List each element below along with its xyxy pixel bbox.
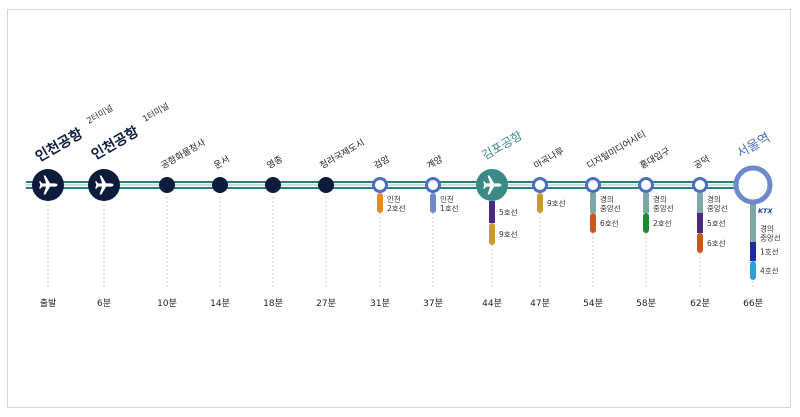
station-name: 홍대입구 [638,145,673,172]
transfer-bar-segment [430,193,436,213]
station-name: 검암 [372,153,392,172]
airplane-icon [95,175,114,195]
station-node [265,177,281,193]
transfer-bar-segment [750,261,756,280]
transfer-line-label: 4호선 [760,267,779,276]
travel-time-label: 47분 [530,298,550,309]
travel-time-label: 10분 [157,298,177,309]
travel-time-label: 37분 [423,298,443,309]
station-node [692,177,708,193]
transfer-bar-segment [750,242,756,261]
transfer-bar-segment [537,193,543,213]
station-node [318,177,334,193]
transfer-line-label: 9호선 [499,230,518,239]
transfer-line-label: 중앙선 [707,203,728,213]
transfer-line-label: 중앙선 [760,233,781,243]
transfer-line-label: 5호선 [707,219,726,228]
transfer-line-label: 6호선 [707,239,726,248]
transfer-line-label: 중앙선 [653,203,674,213]
transfer-bar-segment [377,193,383,213]
station-node [372,177,388,193]
airplane-icon [483,175,502,195]
transfer-bar-segment [750,204,756,223]
transfer-line-label: 9호선 [547,199,566,208]
transfer-bar-segment [489,201,495,223]
transfer-bar-segment [489,223,495,245]
transfer-line-label: 1호선 [760,248,779,257]
transfer-line-label: 중앙선 [600,203,621,213]
station-node [212,177,228,193]
transfer-line-label: 6호선 [600,219,619,228]
station-name: 마곡나루 [532,146,566,172]
travel-time-label: 44분 [482,298,502,309]
transfer-line-label: 5호선 [499,208,518,217]
travel-time-label: 출발 [40,298,57,309]
station-name: 영종 [265,154,285,172]
transfer-line-label: 2호선 [387,204,406,213]
transfer-bar-segment [643,213,649,233]
station-name: 공덕 [692,154,712,172]
travel-time-label: 31분 [370,298,390,309]
transfer-line-label: 인천 [440,194,454,204]
airplane-icon [39,175,58,195]
station-name: 계양 [425,153,445,172]
transfer-line-label: 2호선 [653,219,672,228]
station-node [638,177,654,193]
station-node [159,177,175,193]
station-node-terminal [733,165,773,205]
travel-time-label: 62분 [690,298,710,309]
travel-time-label: 18분 [263,298,283,309]
travel-time-label: 6분 [97,298,111,309]
transfer-line-label: 경의 [600,194,614,204]
transfer-bar-segment [697,213,703,233]
station-name: 인천공항 [89,123,142,164]
station-subname: 2터미널 [85,104,115,127]
travel-time-label: 66분 [743,298,763,309]
station-node [585,177,601,193]
station-name: 김포공항 [480,128,525,162]
station-name: 디지털미디어시티 [585,128,648,172]
transfer-line-label: 인천 [387,194,401,204]
transfer-line-label: 1호선 [440,204,459,213]
transfer-line-label: 경의 [760,224,774,234]
transfer-bar-segment [750,223,756,242]
ktx-logo: KTX [758,207,773,215]
station-name: 인천공항 [33,125,86,166]
station-name: 공항화물청사 [159,137,208,172]
station-name: 청라국제도시 [318,137,367,171]
diagram-frame [7,9,791,408]
transfer-bar-segment [590,193,596,213]
station-node [425,177,441,193]
transfer-bar-segment [697,233,703,253]
transfer-bar-segment [697,193,703,213]
transfer-bar-segment [590,213,596,233]
station-subname: 1터미널 [141,102,171,125]
transfer-bar-segment [643,193,649,213]
station-name: 운서 [212,154,232,172]
transfer-line-label: 경의 [653,194,667,204]
station-name: 서울역 [735,131,774,162]
station-node [532,177,548,193]
travel-time-label: 58분 [636,298,656,309]
travel-time-label: 27분 [316,298,336,309]
travel-time-label: 54분 [583,298,603,309]
travel-time-label: 14분 [210,298,230,309]
transfer-line-label: 경의 [707,194,721,204]
